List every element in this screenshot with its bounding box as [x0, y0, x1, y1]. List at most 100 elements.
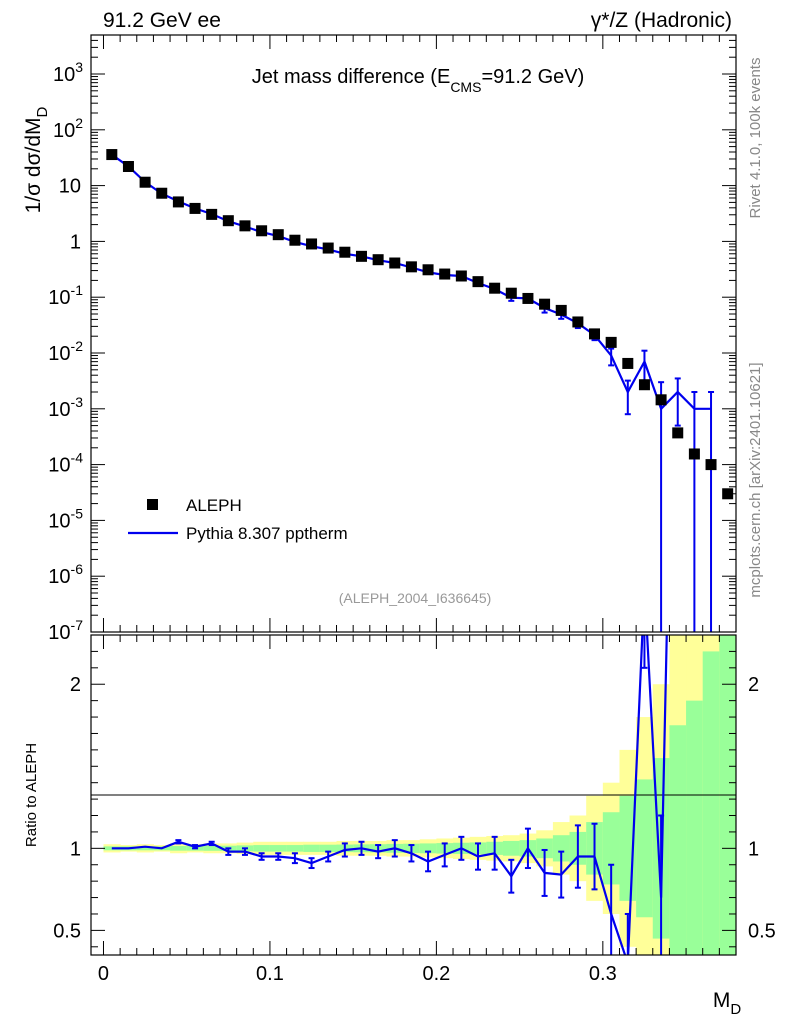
- chart-title-main: Jet mass difference (E: [252, 66, 451, 88]
- aleph-marker: [139, 176, 151, 188]
- y-tick-exponent: -3: [71, 394, 84, 410]
- aleph-marker: [439, 268, 451, 280]
- aleph-marker: [455, 270, 467, 282]
- y-tick-base: 10: [53, 64, 75, 86]
- green-band: [269, 845, 288, 852]
- mcplots-label: mcplots.cern.ch [arXiv:2401.10621]: [747, 362, 764, 597]
- process-label: γ*/Z (Hadronic): [591, 9, 732, 32]
- ratio-frame: [90, 634, 737, 956]
- aleph-marker: [555, 304, 567, 316]
- y-tick-exponent: -7: [71, 617, 84, 633]
- aleph-marker: [206, 208, 218, 220]
- aleph-marker: [422, 264, 434, 276]
- aleph-marker: [372, 254, 384, 266]
- aleph-marker: [622, 357, 634, 369]
- y-tick-base: 10: [53, 120, 75, 142]
- y-tick-exponent: -2: [71, 338, 84, 354]
- green-band: [686, 700, 704, 955]
- y-tick-exponent: 3: [75, 59, 83, 75]
- aleph-marker: [189, 202, 201, 214]
- ratio-line: [111, 635, 668, 955]
- x-axis-label: MD: [713, 989, 742, 1018]
- aleph-marker: [472, 276, 484, 288]
- aleph-marker: [289, 234, 301, 246]
- aleph-marker: [306, 238, 318, 250]
- ratio-y-axis-label: Ratio to ALEPH: [23, 743, 40, 847]
- aleph-marker: [505, 287, 517, 299]
- ylabel-main: 1/σ dσ/dM: [22, 117, 45, 213]
- aleph-marker: [638, 379, 650, 391]
- ratio-y-tick-label: 2: [748, 674, 759, 696]
- ratio-data: [111, 635, 668, 955]
- analysis-tag: (ALEPH_2004_I636645): [339, 590, 492, 606]
- aleph-marker: [156, 187, 168, 199]
- y-tick-label: 10-2: [48, 338, 83, 365]
- y-tick-base: 10: [48, 287, 70, 309]
- aleph-marker: [705, 459, 717, 471]
- green-band: [669, 725, 687, 955]
- y-tick-base: 10: [48, 343, 70, 365]
- green-band: [636, 779, 654, 918]
- y-tick-label: 10: [59, 176, 81, 198]
- aleph-marker: [672, 427, 684, 439]
- y-tick-label: 10-6: [48, 561, 83, 588]
- green-band: [702, 651, 720, 955]
- ratio-y-tick-label: 2: [70, 674, 81, 696]
- xlabel-main: M: [713, 989, 731, 1012]
- green-band: [419, 843, 437, 854]
- chart-title: Jet mass difference (ECMS=91.2 GeV): [252, 66, 585, 95]
- aleph-marker: [522, 292, 534, 304]
- y-tick-base: 10: [48, 566, 70, 588]
- green-band: [286, 845, 304, 852]
- y-tick-base: 10: [48, 510, 70, 532]
- green-band: [136, 846, 154, 851]
- y-tick-base: 10: [48, 622, 70, 644]
- aleph-marker: [272, 229, 284, 241]
- aleph-marker: [322, 242, 334, 254]
- y-tick-base: 10: [48, 399, 70, 421]
- aleph-marker: [122, 160, 134, 172]
- y-tick-label: 103: [53, 59, 83, 86]
- green-band: [253, 845, 271, 852]
- aleph-marker: [355, 250, 367, 262]
- main-data: [106, 149, 734, 632]
- aleph-marker: [688, 448, 700, 460]
- green-band: [203, 845, 221, 851]
- aleph-marker: [222, 215, 234, 227]
- legend-label-pythia: Pythia 8.307 pptherm: [186, 524, 348, 543]
- aleph-marker: [405, 261, 417, 273]
- aleph-marker: [722, 488, 734, 500]
- xlabel-sub: D: [730, 1001, 741, 1018]
- y-tick-label: 10-3: [48, 394, 83, 421]
- aleph-marker: [489, 282, 501, 294]
- aleph-marker: [589, 328, 601, 340]
- aleph-marker: [389, 257, 401, 269]
- x-tick-label: 0.2: [422, 963, 450, 985]
- y-tick-exponent: -1: [71, 282, 84, 298]
- x-tick-label: 0.3: [589, 963, 617, 985]
- legend-label-aleph: ALEPH: [186, 496, 242, 515]
- aleph-marker: [572, 316, 584, 328]
- green-band: [602, 812, 620, 885]
- y-tick-exponent: 2: [75, 115, 83, 131]
- green-band: [170, 846, 188, 851]
- pythia-line: [111, 153, 711, 411]
- energy-label: 91.2 GeV ee: [103, 9, 221, 32]
- ratio-panel: 0 0.1 0.2 0.3 0.5 0.5 1 1 2 2 Ratio to ALEPH MD: [23, 634, 776, 1018]
- aleph-marker: [655, 394, 667, 406]
- aleph-marker: [239, 220, 251, 232]
- aleph-marker: [339, 246, 351, 258]
- aleph-marker: [605, 336, 617, 348]
- ratio-clipped-group: [111, 635, 668, 955]
- y-tick-label: 102: [53, 115, 83, 142]
- ratio-ticks: 0 0.1 0.2 0.3 0.5 0.5 1 1 2 2: [53, 635, 776, 985]
- ratio-y-tick-label: 0.5: [748, 920, 776, 942]
- aleph-marker: [256, 225, 268, 237]
- green-band: [536, 838, 554, 859]
- y-tick-exponent: -4: [71, 450, 84, 466]
- aleph-marker: [172, 196, 184, 208]
- y-tick-label: 1: [70, 231, 81, 253]
